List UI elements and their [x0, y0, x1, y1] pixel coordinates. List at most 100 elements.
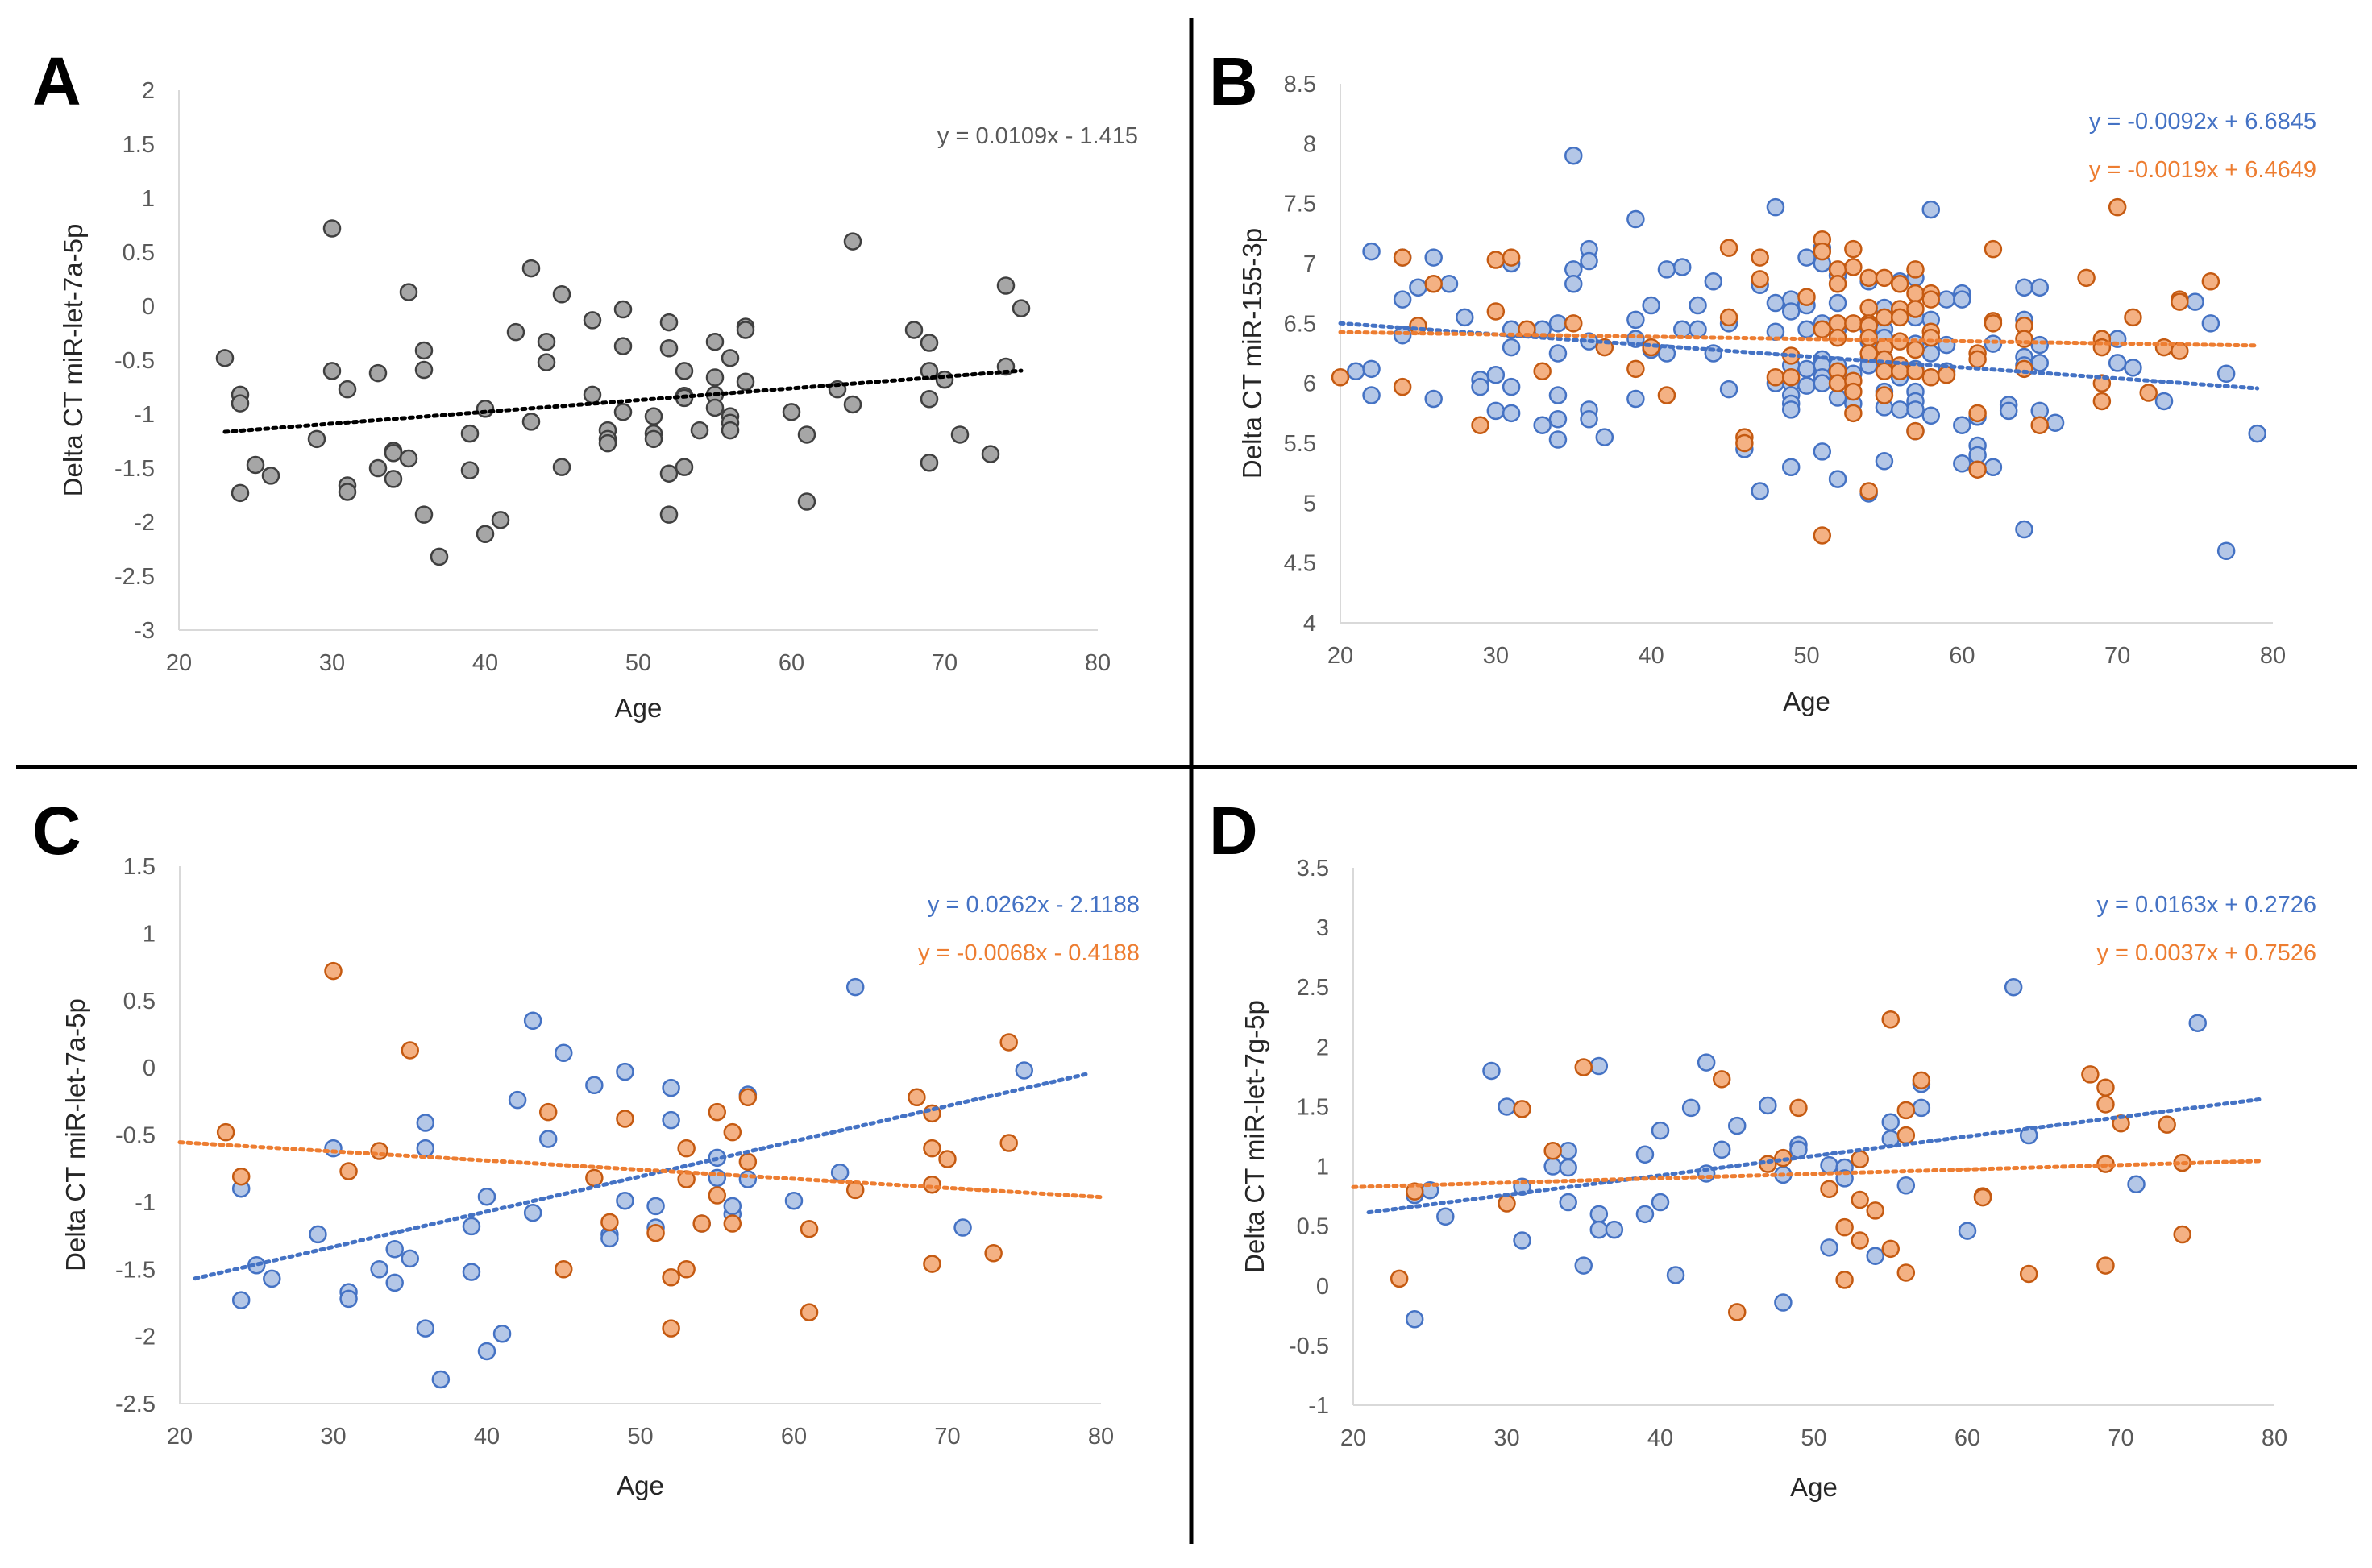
data-point-blue — [231, 1291, 251, 1309]
data-point-orange — [1835, 1271, 1854, 1289]
data-point-orange — [1390, 1269, 1409, 1288]
data-point-blue — [1589, 1220, 1609, 1239]
data-point-blue — [523, 1203, 542, 1222]
data-point-orange — [1896, 1263, 1916, 1282]
data-point-orange — [1719, 239, 1738, 257]
data-point-blue — [1502, 338, 1521, 357]
data-point-blue — [263, 1269, 281, 1288]
y-tick-label: 7 — [1303, 251, 1316, 277]
data-point-orange — [1851, 1150, 1869, 1168]
trendline-blue — [193, 1072, 1088, 1281]
data-point-blue — [2127, 1175, 2146, 1194]
data-point-blue — [538, 1130, 558, 1148]
data-point-all — [246, 455, 265, 475]
x-tick-label: 60 — [1949, 643, 1975, 669]
data-point-orange — [2096, 1078, 2115, 1097]
data-point-orange — [2096, 1256, 2115, 1275]
x-axis-title: Age — [1783, 687, 1830, 716]
data-point-blue — [1906, 400, 1925, 419]
data-point-all — [721, 421, 740, 440]
y-tick-label: 3.5 — [1297, 856, 1329, 881]
data-point-all — [690, 421, 709, 440]
data-point-blue — [2124, 359, 2142, 377]
data-point-blue — [492, 1325, 512, 1343]
data-point-orange — [1973, 1188, 1992, 1207]
data-point-blue — [1953, 290, 1971, 309]
x-tick-label: 40 — [474, 1424, 500, 1450]
data-point-blue — [1704, 344, 1723, 363]
data-point-blue — [1813, 442, 1832, 461]
data-point-blue — [1564, 146, 1583, 165]
data-point-all — [399, 449, 418, 468]
data-point-blue — [1635, 1205, 1655, 1224]
data-point-blue — [1751, 482, 1769, 500]
trendline-equation-orange: y = 0.0037x + 0.7526 — [2097, 940, 2317, 966]
data-point-orange — [738, 1152, 758, 1172]
data-point-all — [338, 483, 357, 501]
data-point-blue — [1405, 1310, 1424, 1329]
data-point-orange — [1984, 239, 2003, 259]
data-point-blue — [1953, 416, 1971, 434]
data-point-orange — [1844, 314, 1863, 333]
x-tick-label: 80 — [2260, 643, 2286, 669]
x-tick-label: 60 — [781, 1424, 807, 1450]
data-point-blue — [1704, 272, 1723, 291]
data-point-blue — [1533, 416, 1552, 434]
data-point-orange — [216, 1122, 235, 1142]
data-point-all — [996, 357, 1016, 376]
data-point-orange — [324, 961, 343, 981]
data-point-orange — [1875, 268, 1894, 288]
data-point-all — [552, 458, 571, 476]
data-point-orange — [2081, 1065, 2100, 1084]
data-point-blue — [600, 1229, 619, 1248]
data-point-all — [414, 360, 434, 380]
y-tick-label: -2.5 — [114, 564, 155, 590]
data-point-blue — [1564, 275, 1583, 293]
data-point-all — [322, 362, 342, 380]
data-point-orange — [1875, 362, 1894, 381]
data-point-blue — [1471, 377, 1489, 396]
data-point-all — [721, 349, 740, 367]
data-point-orange — [1875, 386, 1894, 404]
data-point-blue — [1559, 1142, 1577, 1160]
data-point-orange — [1712, 1070, 1731, 1089]
data-point-orange — [1851, 1231, 1869, 1250]
data-point-blue — [1797, 376, 1816, 395]
data-point-blue — [370, 1260, 388, 1279]
data-point-orange — [1766, 367, 1785, 387]
data-point-orange — [708, 1102, 726, 1122]
data-point-blue — [1666, 1266, 1685, 1284]
data-point-all — [414, 505, 434, 524]
trendline-equation-orange: y = -0.0068x - 0.4188 — [918, 940, 1140, 966]
data-point-all — [920, 334, 939, 352]
y-tick-label: 1 — [1316, 1155, 1329, 1180]
x-tick-label: 70 — [934, 1424, 960, 1450]
data-point-orange — [1859, 482, 1878, 500]
data-point-blue — [1937, 335, 1956, 355]
data-point-blue — [1781, 302, 1801, 321]
y-tick-label: 8.5 — [1284, 72, 1316, 97]
data-point-all — [736, 372, 755, 392]
data-point-blue — [2030, 354, 2049, 372]
data-point-blue — [1548, 386, 1568, 404]
data-point-orange — [938, 1150, 957, 1168]
data-point-all — [782, 403, 801, 421]
data-point-orange — [370, 1142, 388, 1160]
y-tick-label: 0.5 — [123, 989, 156, 1014]
data-point-blue — [616, 1191, 634, 1210]
y-axis-title: Delta CT miR-let-7a-5p — [58, 224, 88, 497]
data-point-orange — [2015, 330, 2033, 348]
data-point-blue — [1728, 1116, 1747, 1135]
data-point-orange — [1789, 1098, 1808, 1118]
data-point-blue — [1719, 380, 1738, 399]
trendline-orange — [1338, 330, 2260, 348]
data-point-blue — [1828, 293, 1847, 313]
data-point-orange — [1968, 404, 1987, 423]
data-point-orange — [1906, 260, 1925, 279]
data-point-orange — [1533, 362, 1552, 381]
data-point-orange — [723, 1122, 742, 1142]
x-tick-label: 40 — [1639, 643, 1664, 669]
data-point-orange — [1866, 1201, 1884, 1220]
data-point-orange — [1921, 290, 1941, 309]
data-point-blue — [1605, 1220, 1624, 1239]
